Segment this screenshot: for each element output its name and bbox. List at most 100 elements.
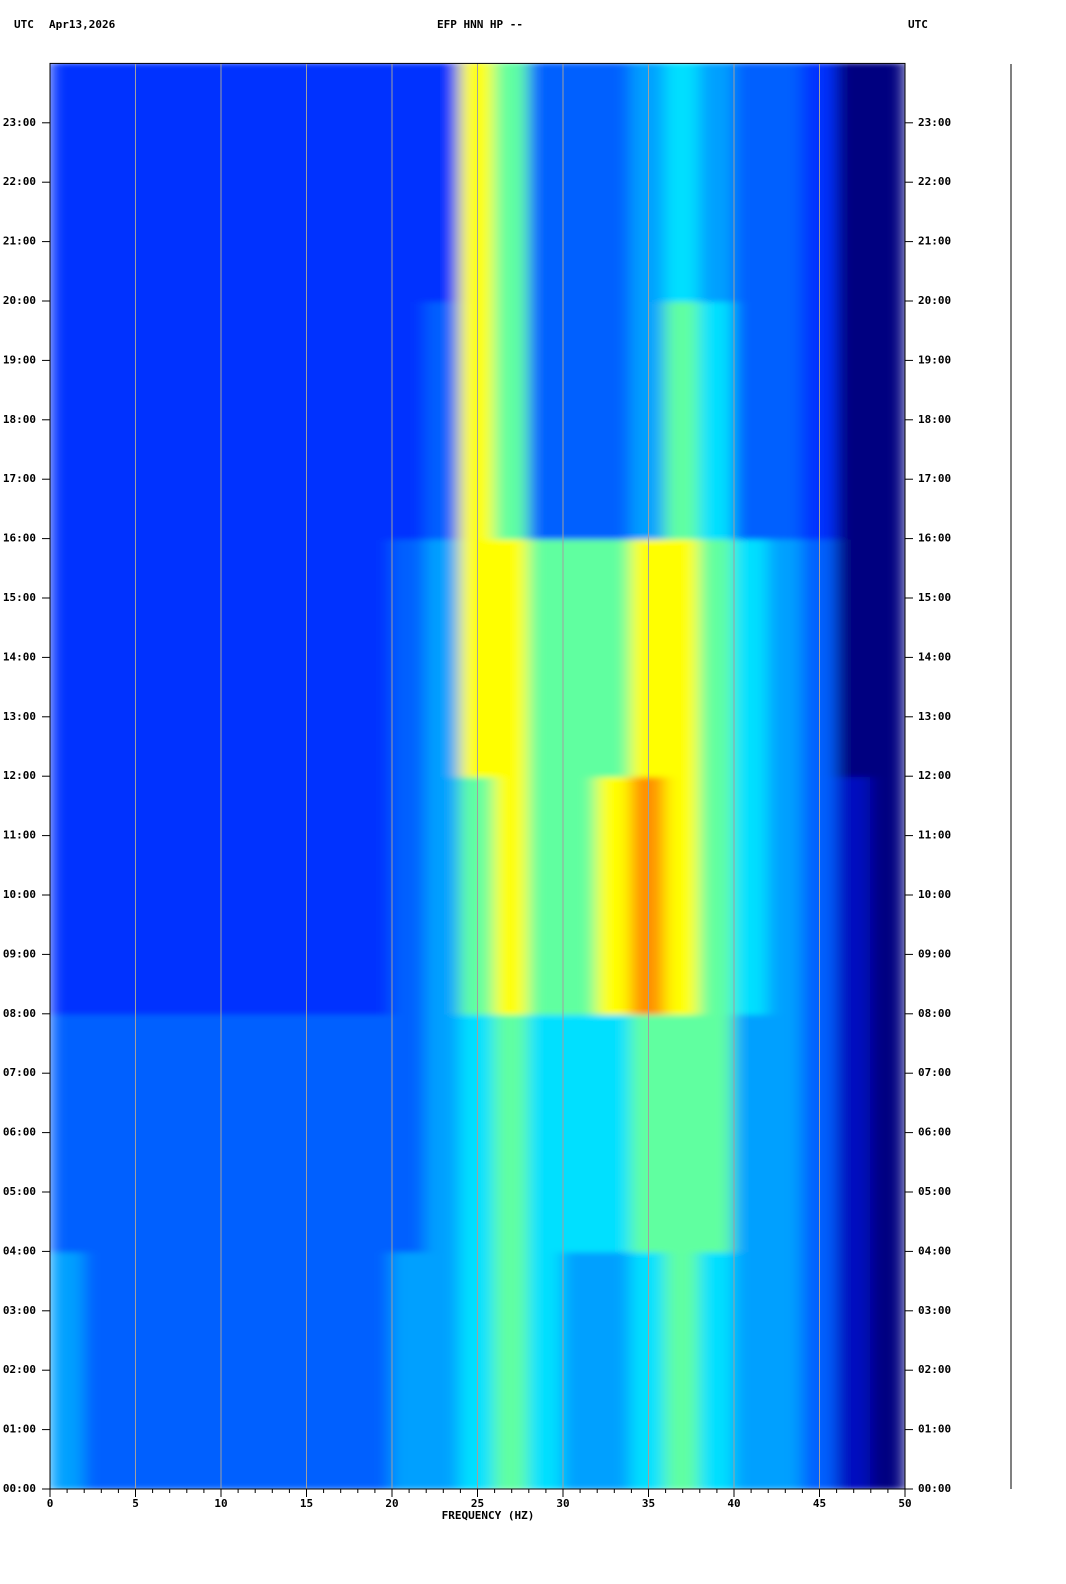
heatmap-cell [151, 300, 188, 540]
x-axis-label: FREQUENCY (HZ) [442, 1509, 535, 1522]
heatmap-cell [596, 300, 633, 540]
heatmap-cell [596, 1250, 633, 1489]
header-zone: UTC [908, 18, 928, 31]
heatmap-cell [869, 63, 905, 303]
heatmap-cell [83, 63, 120, 303]
y-tick-label: 05:00 [3, 1185, 36, 1198]
x-tick-label: 15 [300, 1497, 313, 1510]
heatmap-cell [322, 1012, 359, 1253]
y-tick-label: 12:00 [918, 769, 951, 782]
heatmap-cell [356, 1250, 393, 1489]
heatmap-cell [254, 1250, 291, 1489]
heatmap-cell [322, 1250, 359, 1489]
heatmap-cell [391, 537, 428, 778]
heatmap-cell [356, 63, 393, 303]
heatmap-cell [322, 775, 359, 1015]
x-tick-label: 50 [898, 1497, 911, 1510]
y-tick-label: 01:00 [3, 1423, 36, 1436]
heatmap-cell [664, 1250, 701, 1489]
y-tick-label: 09:00 [918, 947, 951, 960]
heatmap-cell [493, 1250, 530, 1489]
heatmap-cell [493, 537, 530, 778]
heatmap-cell [562, 1012, 599, 1253]
x-tick-label: 35 [642, 1497, 655, 1510]
y-tick-label: 22:00 [3, 175, 36, 188]
heatmap-cell [151, 63, 188, 303]
y-tick-label: 03:00 [918, 1304, 951, 1317]
chart-title: EFP HNN HP -- [437, 18, 523, 31]
y-tick-label: 23:00 [918, 116, 951, 129]
y-tick-label: 21:00 [918, 235, 951, 248]
heatmap-cell [220, 1250, 257, 1489]
heatmap-cell [254, 775, 291, 1015]
heatmap-cell [493, 775, 530, 1015]
heatmap-cell [425, 775, 462, 1015]
y-tick-label: 02:00 [918, 1363, 951, 1376]
header-zone: UTC [14, 18, 34, 31]
y-tick-label: 12:00 [3, 769, 36, 782]
y-tick-label: 23:00 [3, 116, 36, 129]
heatmap-cell [869, 537, 905, 778]
y-tick-label: 14:00 [918, 650, 951, 663]
y-tick-label: 07:00 [3, 1066, 36, 1079]
heatmap-cell [835, 537, 872, 778]
heatmap-cell [493, 1012, 530, 1253]
heatmap-cell [220, 775, 257, 1015]
heatmap-cell [322, 537, 359, 778]
heatmap-cell [733, 537, 770, 778]
y-tick-label: 01:00 [918, 1423, 951, 1436]
y-tick-label: 10:00 [3, 888, 36, 901]
x-tick-label: 25 [471, 1497, 484, 1510]
y-tick-label: 15:00 [918, 591, 951, 604]
x-tick-label: 20 [385, 1497, 398, 1510]
y-tick-label: 16:00 [3, 532, 36, 545]
heatmap-cell [185, 1250, 222, 1489]
y-tick-label: 04:00 [918, 1244, 951, 1257]
y-tick-label: 11:00 [3, 829, 36, 842]
heatmap-cell [527, 63, 564, 303]
y-tick-label: 13:00 [918, 710, 951, 723]
heatmap-cell [425, 537, 462, 778]
heatmap-cell [391, 1012, 428, 1253]
heatmap-cell [698, 300, 735, 540]
y-tick-label: 08:00 [3, 1007, 36, 1020]
y-tick-label: 18:00 [3, 413, 36, 426]
y-tick-label: 20:00 [918, 294, 951, 307]
heatmap-cell [391, 775, 428, 1015]
y-tick-label: 19:00 [3, 353, 36, 366]
heatmap-cell [733, 775, 770, 1015]
heatmap-cell [869, 300, 905, 540]
heatmap-cell [733, 1250, 770, 1489]
heatmap-cell [254, 63, 291, 303]
heatmap-cell [322, 300, 359, 540]
heatmap-cell [596, 63, 633, 303]
heatmap-cell [767, 63, 804, 303]
heatmap-cell [50, 775, 86, 1015]
heatmap-cell [527, 1250, 564, 1489]
heatmap-cell [151, 1012, 188, 1253]
heatmap-cell [527, 300, 564, 540]
header-date: Apr13,2026 [49, 18, 116, 31]
heatmap-cell [562, 775, 599, 1015]
x-tick-label: 10 [214, 1497, 227, 1510]
heatmap-cell [733, 63, 770, 303]
y-tick-label: 09:00 [3, 947, 36, 960]
heatmap-cell [767, 1012, 804, 1253]
heatmap-cell [391, 300, 428, 540]
y-tick-label: 04:00 [3, 1244, 36, 1257]
x-tick-label: 5 [132, 1497, 139, 1510]
y-tick-label: 16:00 [918, 532, 951, 545]
y-tick-label: 07:00 [918, 1066, 951, 1079]
heatmap-cell [83, 300, 120, 540]
heatmap-cell [664, 775, 701, 1015]
heatmap-cell [83, 1012, 120, 1253]
heatmap-cell [356, 537, 393, 778]
heatmap-cell [664, 63, 701, 303]
heatmap-cell [733, 300, 770, 540]
heatmap-cell [698, 1250, 735, 1489]
x-tick-label: 30 [556, 1497, 569, 1510]
heatmap-cell [527, 775, 564, 1015]
heatmap-cell [425, 1250, 462, 1489]
heatmap-cell [185, 63, 222, 303]
heatmap-cell [185, 1012, 222, 1253]
